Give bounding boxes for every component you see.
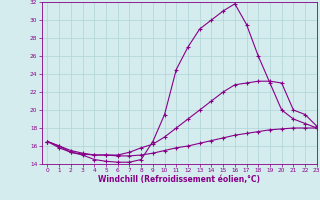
X-axis label: Windchill (Refroidissement éolien,°C): Windchill (Refroidissement éolien,°C) bbox=[98, 175, 260, 184]
